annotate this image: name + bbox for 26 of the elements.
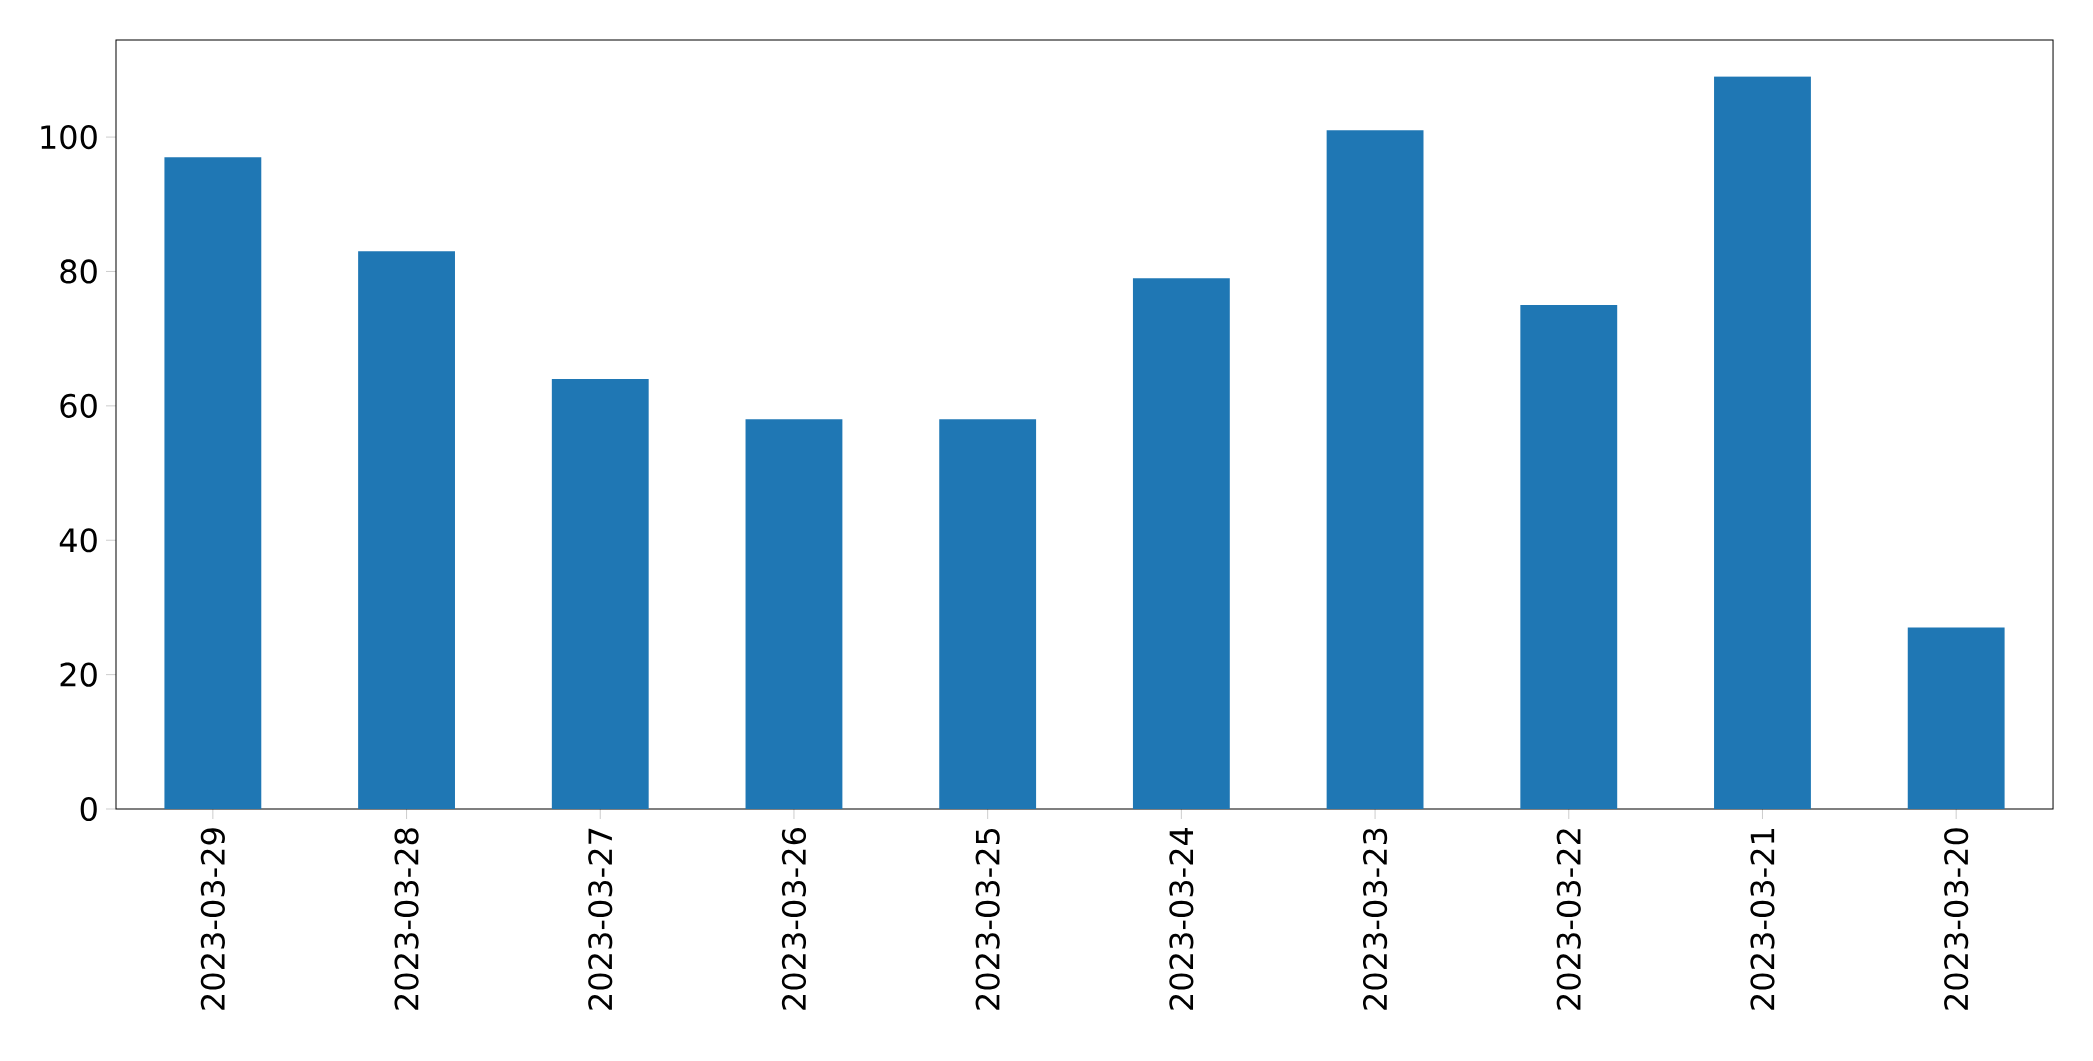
y-tick-label: 20: [60, 662, 97, 687]
bar: [551, 378, 649, 809]
bar: [939, 419, 1037, 809]
bar: [1520, 305, 1618, 809]
x-tick-label: 2023-03-22: [1556, 829, 1581, 1010]
x-tick-label: 2023-03-24: [1169, 827, 1194, 1010]
bar: [1714, 76, 1811, 809]
x-tick-label: 2023-03-25: [975, 828, 1000, 1010]
bar: [358, 251, 455, 809]
bar: [745, 419, 843, 809]
bar: [1907, 627, 2005, 809]
bar: [164, 157, 262, 809]
y-tick-label: 80: [60, 259, 97, 284]
x-tick-label: 2023-03-20: [1944, 828, 1969, 1010]
y-tick-label: 60: [60, 393, 97, 418]
x-tick-label: 2023-03-27: [588, 828, 613, 1010]
y-tick-label: 0: [80, 796, 97, 822]
x-tick-label: 2023-03-28: [394, 828, 419, 1010]
x-tick-label: 2023-03-26: [781, 828, 807, 1010]
x-tick-label: 2023-03-21: [1750, 829, 1775, 1010]
y-tick-label: 40: [59, 528, 97, 553]
bar: [1326, 130, 1424, 809]
y-tick-label: 100: [41, 124, 97, 150]
bar: [1132, 278, 1230, 809]
x-tick-label: 2023-03-29: [200, 828, 225, 1010]
x-tick-label: 2023-03-23: [1362, 828, 1388, 1010]
